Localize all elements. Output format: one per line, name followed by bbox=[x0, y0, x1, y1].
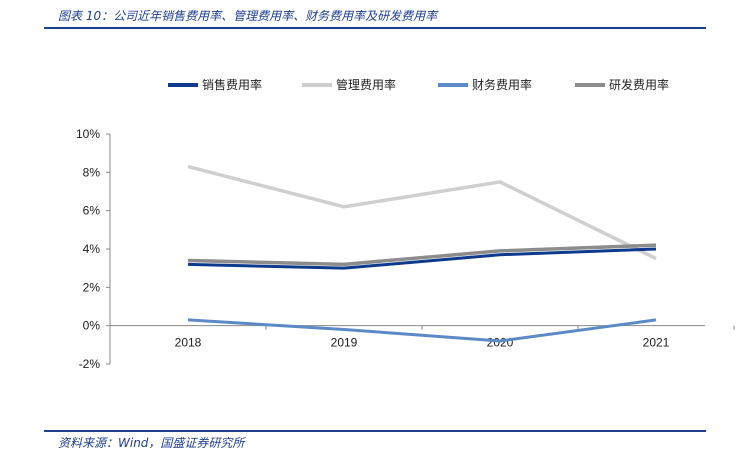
y-axis: 10% 8% 6% 4% 2% 0% -2% bbox=[76, 127, 111, 371]
series-line-财务费用率 bbox=[187, 318, 657, 343]
x-tick-label: 2018 bbox=[175, 336, 202, 350]
series-line-销售费用率 bbox=[187, 247, 657, 270]
y-tick-label: 2% bbox=[83, 280, 101, 294]
footer-divider bbox=[44, 430, 706, 432]
figure-title: 图表 10：公司近年销售费用率、管理费用率、财务费用率及研发费用率 bbox=[58, 9, 438, 23]
y-tick-label: 0% bbox=[83, 319, 101, 333]
x-tick-label: 2020 bbox=[487, 336, 514, 350]
series-line-研发费用率 bbox=[187, 243, 657, 267]
y-tick-label: 8% bbox=[83, 165, 101, 179]
legend-label: 研发费用率 bbox=[609, 77, 669, 92]
series-layer bbox=[187, 164, 657, 343]
y-tick-label: 4% bbox=[83, 242, 101, 256]
x-axis: 2018 2019 2020 2021 bbox=[109, 325, 735, 350]
header-divider bbox=[44, 27, 706, 29]
y-tick-label: 6% bbox=[83, 204, 101, 218]
legend-label: 财务费用率 bbox=[472, 77, 532, 92]
legend: 销售费用率 管理费用率 财务费用率 研发费用率 bbox=[168, 77, 669, 92]
legend-label: 销售费用率 bbox=[202, 77, 262, 92]
series-line-管理费用率 bbox=[187, 164, 657, 261]
y-tick-label: -2% bbox=[79, 357, 101, 371]
legend-label: 管理费用率 bbox=[336, 77, 396, 92]
x-tick-label: 2021 bbox=[643, 336, 670, 350]
y-tick-label: 10% bbox=[76, 127, 100, 141]
x-tick-label: 2019 bbox=[331, 336, 358, 350]
source-note: 资料来源：Wind，国盛证券研究所 bbox=[58, 436, 245, 450]
